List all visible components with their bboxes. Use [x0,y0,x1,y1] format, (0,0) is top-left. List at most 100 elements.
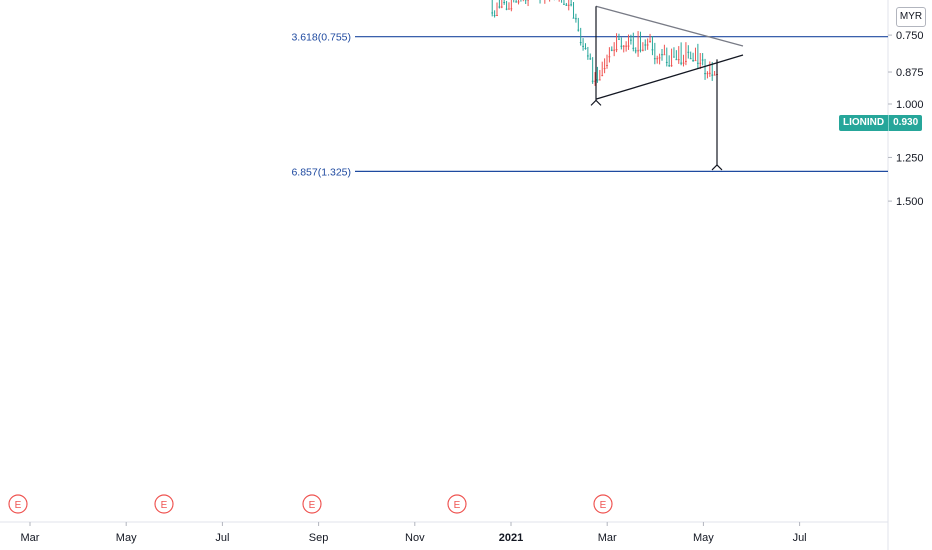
candle-body [577,29,580,31]
earnings-marker-circle[interactable] [154,494,174,514]
candle-body [644,44,647,46]
candle-body [630,39,632,41]
candle-body [665,61,668,63]
candle-body [632,47,635,49]
candle-body [508,8,510,10]
earnings-marker-label: E [15,500,22,511]
candle-body [708,72,711,74]
time-axis[interactable]: Mar May Jul Sep Nov 2021 Mar May Jul [21,522,807,544]
candle-body [579,42,582,44]
candle-body [661,54,663,56]
candle-body [575,18,577,20]
candle-body [696,62,699,64]
fib-level-label: 6.857(1.325) [291,166,351,178]
candle-body [627,45,630,47]
candle-body [687,51,690,53]
candle-body [637,50,639,52]
candle-body [646,44,649,46]
candle-body [701,59,704,61]
candle-body [563,3,565,5]
earnings-marker-label: E [309,500,316,511]
price-tick-label: 0.875 [896,67,924,79]
last-price-value: 0.930 [889,115,923,131]
candle-body [677,59,680,61]
candle-body [510,8,513,10]
earnings-marker-circle[interactable] [302,494,322,514]
candle-body [668,65,671,67]
candle-body [567,4,570,6]
candle-body [603,68,606,70]
candle-body [704,73,706,75]
candle-body [496,15,498,17]
candle-body [503,1,506,3]
candle-body [515,1,518,3]
earnings-marker-circle[interactable] [593,494,613,514]
grid-lines [0,0,889,550]
candle-body [589,58,592,60]
candle-body [493,15,496,17]
candle-body [625,45,628,47]
triangle-lower-line[interactable] [595,5,744,47]
earnings-marker-label: E [454,500,461,511]
candle-body [596,79,599,81]
candle-body [565,4,568,6]
fib-extension-levels[interactable]: 6.857(1.325)3.618(0.755)2.618(0.580) [291,0,888,178]
price-tick-label: 1.250 [896,152,924,164]
trendline-drawings[interactable] [228,0,744,171]
candle-body [670,65,673,67]
time-tick-label: Nov [405,532,425,544]
candle-body [682,62,685,64]
candle-body [694,60,697,62]
candle-body [651,49,654,51]
candle-body [641,49,644,51]
candle-body [572,17,575,19]
candle-body [591,80,594,82]
triangle-upper-line[interactable] [595,54,744,100]
candle-body [500,6,503,8]
candle-body [711,74,714,76]
candle-body [713,74,716,76]
candle-body [656,58,659,60]
time-tick-label: Mar [21,532,40,544]
candle-body [649,40,651,42]
time-tick-label: Mar [598,532,617,544]
candle-body [620,45,623,47]
earnings-marker-label: E [600,500,607,511]
time-tick-label: Sep [309,532,329,544]
candle-body [622,45,625,47]
candle-body [634,50,637,52]
candle-body [706,73,709,75]
currency-selector[interactable]: MYR [896,7,926,27]
candle-body [675,59,678,61]
earnings-marker-circle[interactable] [8,494,28,514]
ticker-symbol: LIONIND [839,115,890,131]
time-tick-label: Jul [215,532,229,544]
candle-body [699,62,702,64]
candle-body [517,1,520,3]
candle-body [598,79,601,81]
price-tick-label: 0.750 [896,30,924,42]
candle-body [663,54,666,56]
candle-body [491,12,494,14]
projection-arrowhead [711,164,723,171]
price-tick-label: 1.000 [896,99,924,111]
candle-body [582,45,584,47]
earnings-marker-circle[interactable] [447,494,467,514]
time-tick-label: 2021 [499,532,523,544]
candlestick-series [491,0,718,86]
price-axis[interactable]: 1.5001.2501.0000.8750.7500.6250.5000.425… [888,0,924,208]
candle-body [613,49,616,51]
candle-body [586,55,589,57]
candle-body [505,8,508,10]
candle-body [680,62,683,64]
candle-body [653,58,656,60]
candle-body [692,60,694,62]
last-price-badge: LIONIND 0.930 [839,115,923,131]
candle-body [610,49,613,51]
candle-body [618,38,620,40]
time-tick-label: Jul [793,532,807,544]
price-tick-label: 1.500 [896,196,924,208]
